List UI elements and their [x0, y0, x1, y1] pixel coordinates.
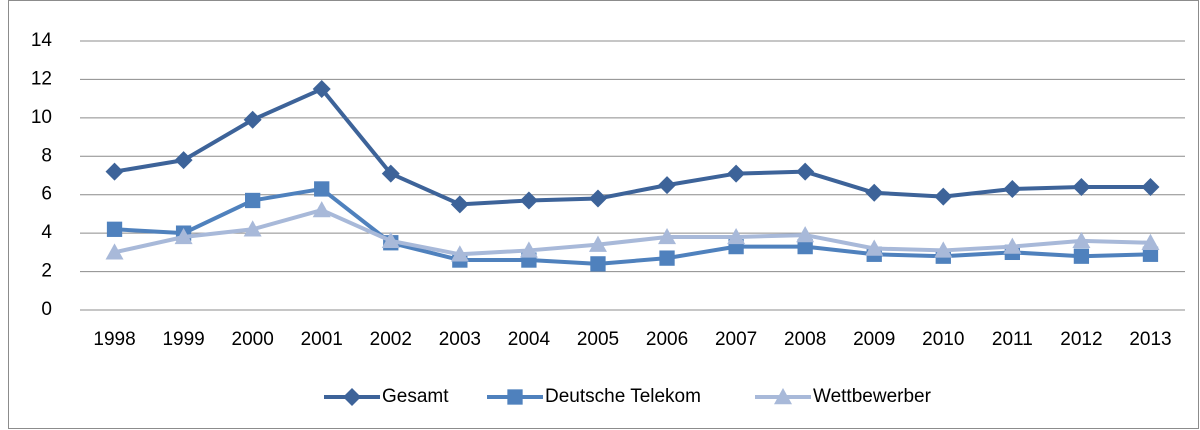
- x-tick-label: 2001: [301, 329, 343, 350]
- point: [519, 241, 538, 258]
- point: [381, 231, 400, 249]
- point: [588, 235, 607, 252]
- point: [727, 227, 746, 245]
- point: [450, 245, 469, 262]
- point: [243, 220, 262, 237]
- point: [796, 226, 815, 243]
- x-tick-label: 2005: [577, 329, 619, 350]
- y-tick-label: 4: [41, 222, 52, 243]
- x-tick-label: 2004: [508, 329, 551, 350]
- point: [1141, 233, 1160, 250]
- point: [727, 164, 746, 183]
- y-tick-label: 8: [41, 145, 52, 166]
- legend-label: Gesamt: [382, 386, 449, 407]
- point: [1142, 246, 1159, 262]
- legend-marker: [507, 389, 523, 405]
- point: [658, 176, 677, 195]
- legend-label: Wettbewerber: [813, 386, 932, 407]
- point: [1072, 178, 1091, 197]
- point: [245, 192, 261, 209]
- point: [243, 110, 262, 129]
- point: [1072, 231, 1091, 249]
- point: [934, 187, 953, 206]
- y-tick-label: 14: [31, 30, 53, 51]
- series-line: [114, 208, 1151, 257]
- x-tick-label: 2009: [853, 329, 895, 350]
- y-tick-label: 2: [41, 261, 52, 282]
- point: [590, 256, 606, 272]
- point: [174, 227, 193, 245]
- point: [174, 151, 193, 170]
- legend-marker: [774, 388, 792, 405]
- x-tick-label: 2013: [1129, 329, 1171, 350]
- x-tick-label: 2002: [370, 329, 412, 350]
- point: [106, 221, 123, 237]
- legend-marker: [343, 388, 361, 406]
- point: [312, 201, 331, 218]
- point: [588, 189, 607, 208]
- y-tick-label: 6: [41, 184, 52, 205]
- point: [934, 241, 953, 258]
- point: [1141, 178, 1160, 197]
- point: [519, 191, 538, 210]
- point: [797, 238, 813, 255]
- point: [381, 164, 400, 183]
- point: [314, 181, 330, 197]
- x-tick-label: 1999: [162, 329, 204, 350]
- series-line: [114, 87, 1151, 207]
- point: [865, 239, 884, 256]
- point: [658, 227, 677, 245]
- chart-border: [8, 0, 1199, 429]
- y-tick-label: 12: [31, 68, 52, 89]
- x-tick-label: 2010: [922, 329, 964, 350]
- point: [1003, 237, 1022, 254]
- point: [450, 195, 469, 214]
- x-tick-label: 2006: [646, 329, 688, 350]
- point: [312, 80, 331, 99]
- point: [659, 250, 675, 266]
- point: [796, 162, 815, 181]
- x-tick-label: 2007: [715, 329, 757, 350]
- point: [865, 183, 884, 202]
- x-tick-label: 2008: [784, 329, 826, 350]
- point: [1003, 179, 1022, 198]
- point: [1073, 248, 1090, 264]
- y-tick-label: 0: [41, 299, 52, 320]
- x-tick-label: 2012: [1060, 329, 1102, 350]
- legend-label: Deutsche Telekom: [545, 386, 701, 407]
- point: [105, 243, 124, 260]
- series-line: [114, 186, 1151, 266]
- x-tick-label: 1998: [93, 329, 135, 350]
- y-tick-label: 10: [31, 107, 52, 128]
- x-tick-label: 2003: [439, 329, 481, 350]
- x-tick-label: 2000: [232, 329, 274, 350]
- x-tick-label: 2011: [992, 329, 1033, 350]
- point: [105, 162, 124, 181]
